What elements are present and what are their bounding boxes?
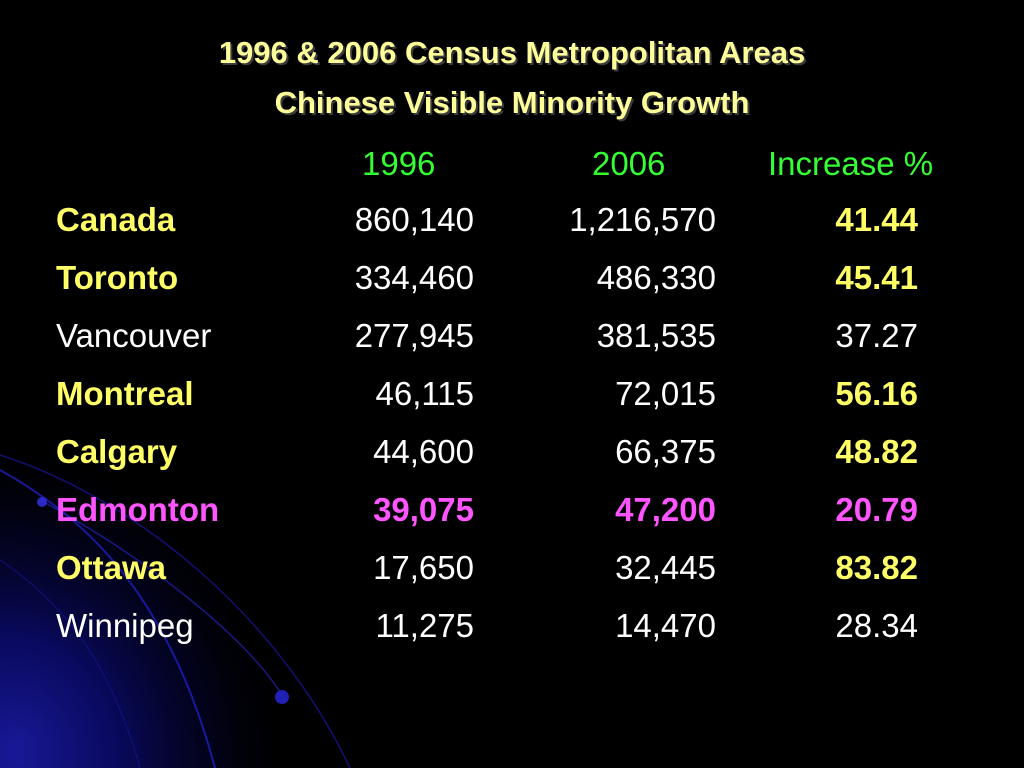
value-increase: 56.16 bbox=[835, 375, 918, 412]
value-1996: 11,275 bbox=[375, 607, 474, 644]
column-header-1996: 1996 bbox=[362, 145, 436, 182]
table-row-canada: Canada 860,140 1,216,570 41.44 bbox=[0, 196, 1024, 254]
city-name: Winnipeg bbox=[56, 607, 194, 644]
value-1996: 277,945 bbox=[354, 317, 474, 354]
value-increase: 83.82 bbox=[835, 549, 918, 586]
city-name: Edmonton bbox=[56, 491, 220, 528]
value-2006: 47,200 bbox=[615, 491, 716, 528]
table-row-calgary: Calgary 44,600 66,375 48.82 bbox=[0, 428, 1024, 486]
value-1996: 46,115 bbox=[375, 375, 474, 412]
city-name: Vancouver bbox=[56, 317, 212, 354]
value-2006: 32,445 bbox=[615, 549, 716, 586]
value-increase: 41.44 bbox=[835, 201, 918, 238]
table-row-toronto: Toronto 334,460 486,330 45.41 bbox=[0, 254, 1024, 312]
table-row-edmonton: Edmonton 39,075 47,200 20.79 bbox=[0, 486, 1024, 544]
value-2006: 486,330 bbox=[596, 259, 716, 296]
value-1996: 39,075 bbox=[373, 491, 474, 528]
city-name: Ottawa bbox=[56, 549, 167, 586]
value-1996: 44,600 bbox=[373, 433, 474, 470]
value-1996: 17,650 bbox=[373, 549, 474, 586]
value-2006: 72,015 bbox=[615, 375, 716, 412]
table-row-ottawa: Ottawa 17,650 32,445 83.82 bbox=[0, 544, 1024, 602]
table-row-vancouver: Vancouver 277,945 381,535 37.27 bbox=[0, 312, 1024, 370]
value-2006: 1,216,570 bbox=[569, 201, 716, 238]
value-increase: 20.79 bbox=[835, 491, 918, 528]
value-1996: 860,140 bbox=[354, 201, 474, 238]
value-increase: 45.41 bbox=[835, 259, 918, 296]
city-name: Calgary bbox=[56, 433, 178, 470]
title-line-1: 1996 & 2006 Census Metropolitan Areas bbox=[218, 35, 806, 70]
city-name: Montreal bbox=[56, 375, 194, 412]
city-name: Toronto bbox=[56, 259, 179, 296]
city-name: Canada bbox=[56, 201, 176, 238]
table-row-montreal: Montreal 46,115 72,015 56.16 bbox=[0, 370, 1024, 428]
value-2006: 14,470 bbox=[615, 607, 716, 644]
column-header-2006: 2006 bbox=[592, 145, 666, 182]
value-increase: 48.82 bbox=[835, 433, 918, 470]
value-1996: 334,460 bbox=[354, 259, 474, 296]
value-2006: 381,535 bbox=[596, 317, 716, 354]
value-2006: 66,375 bbox=[615, 433, 716, 470]
value-increase: 28.34 bbox=[835, 607, 918, 644]
value-increase: 37.27 bbox=[835, 317, 918, 354]
column-header-increase: Increase % bbox=[768, 145, 934, 182]
title-line-2: Chinese Visible Minority Growth bbox=[274, 85, 750, 120]
table-row-winnipeg: Winnipeg 11,275 14,470 28.34 bbox=[0, 602, 1024, 660]
